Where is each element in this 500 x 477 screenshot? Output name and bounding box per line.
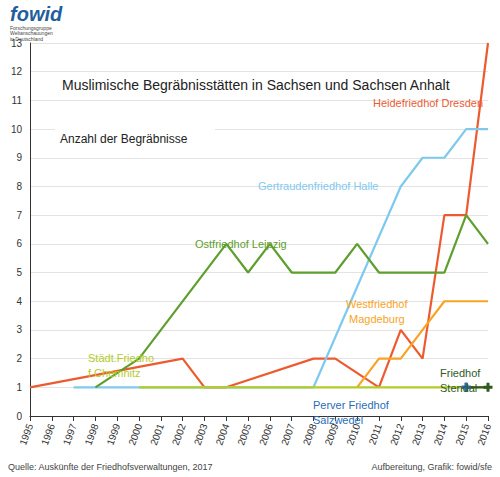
svg-text:Heidefriedhof Dresden: Heidefriedhof Dresden	[373, 97, 483, 109]
svg-text:Muslimische Begräbnisstätten i: Muslimische Begräbnisstätten in Sachsen …	[62, 77, 450, 93]
svg-text:2003: 2003	[192, 422, 210, 447]
svg-text:13: 13	[10, 37, 22, 49]
svg-text:2000: 2000	[126, 422, 144, 447]
svg-text:2004: 2004	[214, 422, 232, 447]
svg-text:Perver Friedhof: Perver Friedhof	[313, 399, 392, 411]
svg-text:fowid: fowid	[10, 3, 63, 25]
svg-text:Ostfriedhof Leipzig: Ostfriedhof Leipzig	[195, 238, 287, 250]
svg-text:Weltanschauungen: Weltanschauungen	[10, 30, 55, 37]
svg-text:2010: 2010	[344, 422, 363, 447]
svg-text:7: 7	[16, 210, 22, 221]
svg-text:2014: 2014	[432, 422, 450, 447]
svg-text:Forschungsgruppe: Forschungsgruppe	[10, 24, 54, 31]
svg-text:Anzahl der Begräbnisse: Anzahl der Begräbnisse	[60, 132, 188, 146]
svg-text:1: 1	[16, 382, 22, 393]
svg-text:Westfriedhof: Westfriedhof	[346, 298, 408, 310]
svg-text:2015: 2015	[453, 422, 471, 447]
svg-text:1995: 1995	[17, 422, 35, 447]
svg-text:1996: 1996	[39, 422, 57, 447]
svg-text:2: 2	[16, 353, 22, 364]
svg-text:Friedhof: Friedhof	[440, 367, 483, 379]
svg-text:Städt.Friedho: Städt.Friedho	[88, 352, 154, 364]
svg-text:Magdeburg: Magdeburg	[346, 313, 405, 325]
svg-text:2016: 2016	[475, 422, 493, 447]
svg-text:0: 0	[16, 411, 22, 422]
svg-text:2008: 2008	[300, 422, 319, 447]
svg-text:2006: 2006	[257, 422, 275, 447]
svg-text:2011: 2011	[366, 422, 384, 446]
svg-text:8: 8	[16, 181, 22, 192]
svg-text:10: 10	[11, 124, 23, 135]
svg-text:12: 12	[11, 66, 23, 77]
svg-text:2012: 2012	[388, 422, 406, 447]
svg-text:1999: 1999	[104, 422, 122, 447]
svg-text:2002: 2002	[170, 422, 188, 447]
svg-text:1997: 1997	[61, 422, 79, 447]
svg-text:11: 11	[12, 95, 23, 106]
svg-text:5: 5	[16, 267, 22, 278]
svg-text:2007: 2007	[279, 422, 297, 447]
svg-text:Salzwedel: Salzwedel	[313, 414, 363, 426]
svg-text:3: 3	[16, 324, 22, 335]
svg-text:Gertraudenfriedhof Halle: Gertraudenfriedhof Halle	[258, 180, 378, 192]
svg-text:Quelle: Auskünfte der Friedhof: Quelle: Auskünfte der Friedhofsverwaltun…	[8, 462, 213, 472]
svg-text:2009: 2009	[322, 422, 341, 447]
svg-text:4: 4	[16, 296, 22, 307]
svg-text:2001: 2001	[148, 422, 166, 447]
svg-text:in Deutschland: in Deutschland	[10, 36, 43, 42]
svg-text:6: 6	[16, 238, 22, 249]
svg-text:2005: 2005	[235, 422, 253, 447]
svg-text:Aufbereitung, Grafik: fowid/sf: Aufbereitung, Grafik: fowid/sfe	[371, 462, 492, 472]
svg-text:2013: 2013	[410, 422, 428, 447]
svg-text:1998: 1998	[83, 422, 101, 447]
svg-text:f Chemnitz: f Chemnitz	[88, 367, 141, 379]
svg-text:9: 9	[16, 152, 22, 163]
svg-text:Stendal: Stendal	[440, 382, 477, 394]
